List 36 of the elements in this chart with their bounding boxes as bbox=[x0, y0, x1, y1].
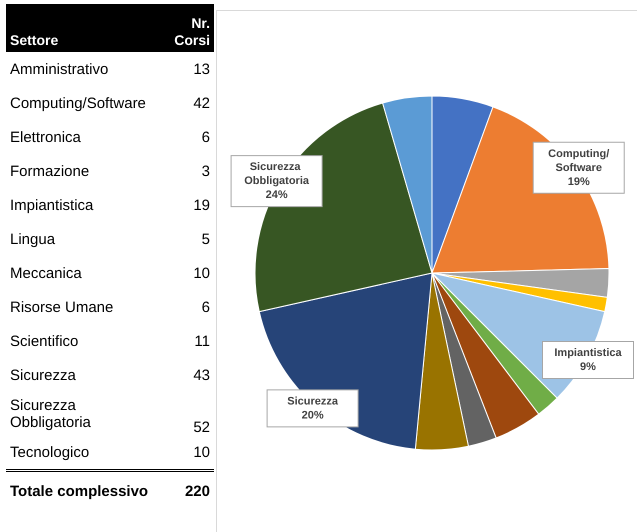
data-label: 13 bbox=[192, 60, 211, 80]
category-label: Formazione bbox=[9, 162, 90, 182]
data-label: 5 bbox=[200, 230, 211, 250]
data-label: 9% bbox=[580, 360, 596, 373]
category-label: Lingua bbox=[9, 230, 56, 250]
category-label: Risorse Umane bbox=[9, 298, 114, 318]
category-label: Meccanica bbox=[9, 264, 83, 284]
data-label: 6 bbox=[200, 298, 211, 318]
category-label: Computing/Software bbox=[9, 94, 147, 114]
data-label: 20% bbox=[302, 409, 324, 422]
slice-label: Sicurezza bbox=[287, 395, 339, 408]
text: Settore bbox=[6, 4, 158, 52]
text: 220 bbox=[184, 483, 210, 500]
data-label: 3 bbox=[200, 162, 211, 182]
data-label: 19% bbox=[568, 176, 590, 188]
data-label: 42 bbox=[192, 94, 211, 114]
category-label: Sicurezza bbox=[9, 366, 77, 386]
text: Totale complessivo bbox=[9, 482, 150, 500]
category-label: Impiantistica bbox=[9, 196, 94, 216]
data-label: 10 bbox=[158, 436, 214, 470]
data-label: 6 bbox=[200, 128, 211, 148]
data-label: 24% bbox=[266, 189, 288, 202]
data-label: 52 bbox=[192, 418, 211, 436]
data-label: 10 bbox=[192, 264, 211, 284]
slice-label: Sicurezza Obbligatoria bbox=[244, 161, 310, 188]
text: Nr. Corsi bbox=[158, 4, 214, 52]
slice-label: Impiantistica bbox=[554, 346, 622, 359]
category-label: Amministrativo bbox=[9, 60, 110, 80]
data-label: 19 bbox=[192, 196, 211, 216]
data-label: 43 bbox=[192, 366, 211, 386]
category-label: Tecnologico bbox=[6, 436, 158, 470]
category-label: Scientifico bbox=[9, 332, 80, 352]
category-label: Sicurezza Obbligatoria bbox=[9, 396, 92, 433]
slice-label: Computing/Software bbox=[548, 148, 610, 174]
data-label: 11 bbox=[193, 332, 211, 352]
category-label: Elettronica bbox=[9, 128, 82, 148]
